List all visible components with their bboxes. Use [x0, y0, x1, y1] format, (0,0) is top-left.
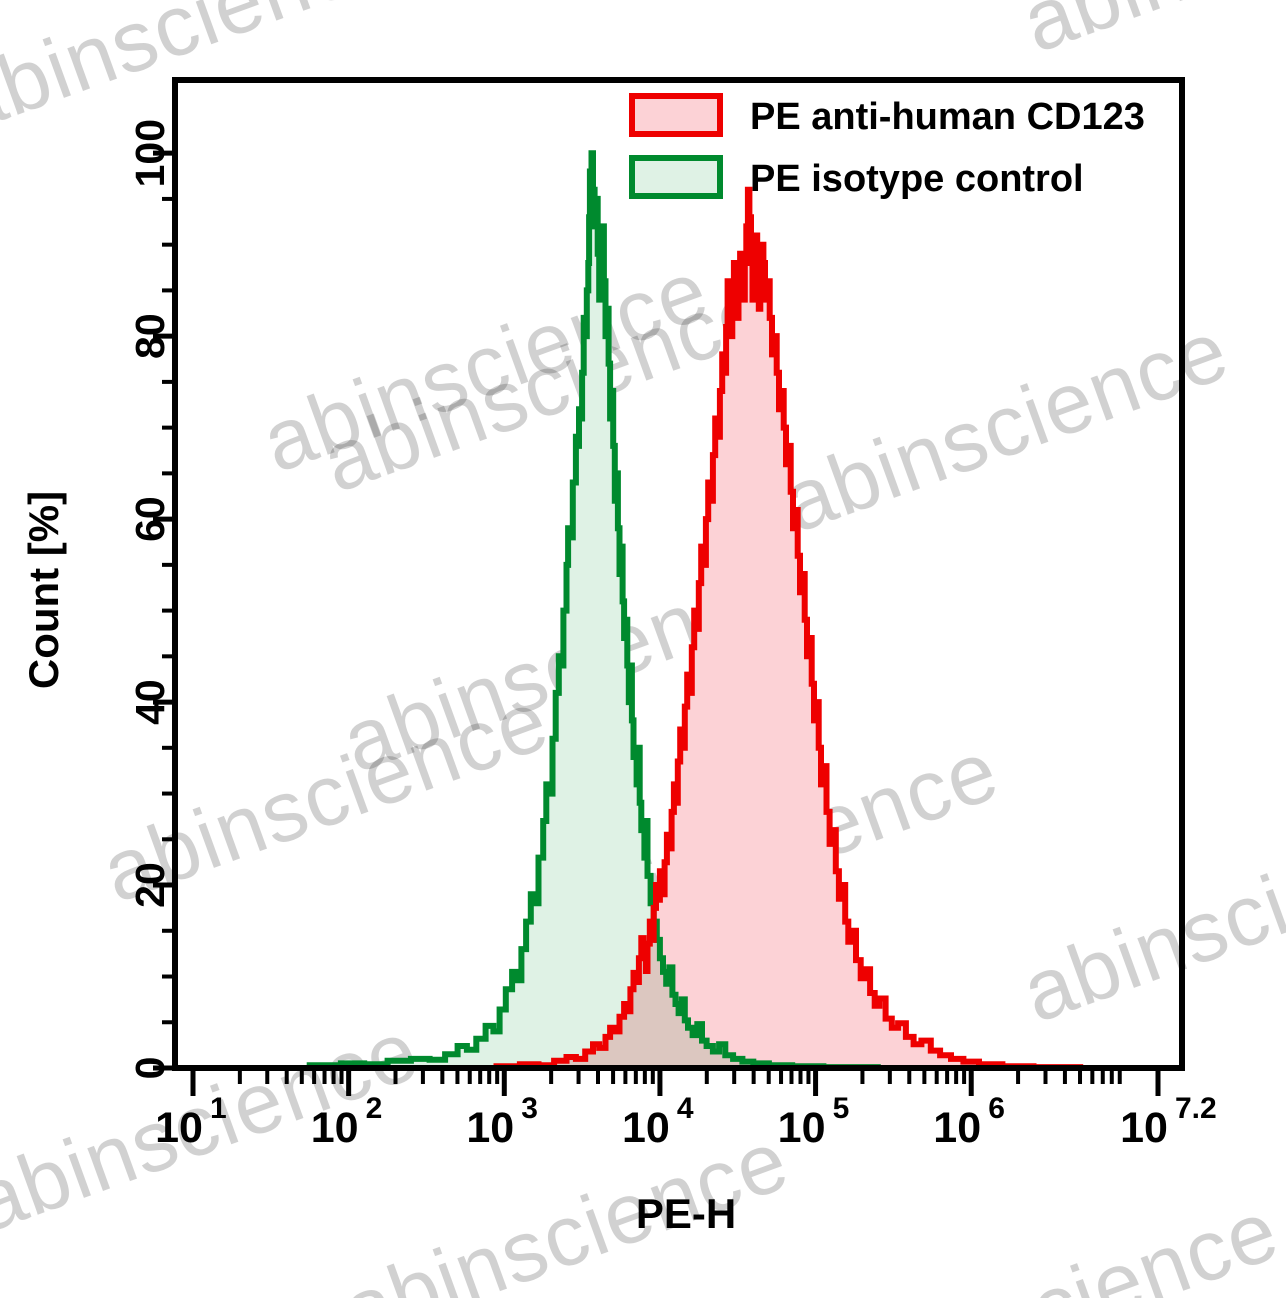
y-tick-label: 20 [127, 862, 173, 908]
x-tick-label: 10 1 [155, 1092, 227, 1152]
svg-text:4: 4 [677, 1092, 694, 1125]
series-layer [193, 150, 1158, 1070]
legend: PE anti-human CD123 PE isotype control [629, 93, 1145, 200]
svg-text:2: 2 [366, 1092, 383, 1125]
y-axis-title: Count [%] [20, 491, 67, 689]
svg-text:10: 10 [1120, 1104, 1168, 1152]
axis-layer [153, 77, 1185, 1096]
y-tick-label: 0 [127, 1057, 173, 1080]
svg-text:7.2: 7.2 [1175, 1092, 1217, 1125]
y-tick-label: 60 [127, 496, 173, 542]
svg-text:6: 6 [988, 1092, 1005, 1125]
legend-item[interactable]: PE isotype control [629, 155, 1084, 200]
svg-text:10: 10 [622, 1104, 670, 1152]
svg-text:1: 1 [210, 1092, 227, 1125]
svg-text:10: 10 [311, 1104, 359, 1152]
series-fill [193, 189, 1158, 1069]
axis-frame-top-left [172, 77, 1185, 1071]
series-outline-anti-cd123 [193, 186, 1158, 1070]
y-tick-label: 40 [127, 679, 173, 725]
svg-text:10: 10 [778, 1104, 826, 1152]
y-tick-label: 80 [127, 313, 173, 359]
x-tick-label: 10 7.2 [1120, 1092, 1217, 1152]
x-tick-label: 10 4 [622, 1092, 694, 1152]
legend-label: PE anti-human CD123 [750, 96, 1145, 138]
svg-text:10: 10 [155, 1104, 203, 1152]
series-outline-isotype-control [193, 150, 1158, 1070]
x-tick-label: 10 2 [311, 1092, 383, 1152]
legend-item[interactable]: PE anti-human CD123 [629, 93, 1145, 138]
series-anti-cd123 [193, 189, 1158, 1069]
svg-text:10: 10 [933, 1104, 981, 1152]
x-tick-label: 10 6 [933, 1092, 1005, 1152]
x-tick-label: 10 3 [466, 1092, 538, 1152]
legend-swatch-cd123 [629, 93, 723, 137]
svg-text:5: 5 [833, 1092, 850, 1125]
legend-swatch-isotype [629, 155, 723, 199]
y-tick-label: 100 [127, 119, 173, 187]
svg-text:3: 3 [521, 1092, 538, 1125]
x-tick-label: 10 5 [778, 1092, 850, 1152]
x-axis-title: PE-H [636, 1190, 736, 1237]
svg-text:10: 10 [466, 1104, 514, 1152]
legend-label: PE isotype control [750, 158, 1084, 200]
